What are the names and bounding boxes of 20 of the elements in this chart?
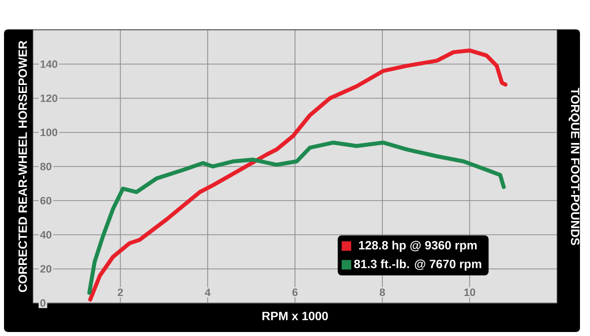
y-tick-label: 140	[40, 60, 58, 68]
x-tick-label: 6	[292, 288, 298, 296]
y-tick-label: 0	[40, 299, 46, 307]
y-tick-label: 80	[40, 162, 52, 170]
legend-label: 81.3 ft.-lb. @ 7670 rpm	[354, 259, 482, 271]
y-tick-label: 20	[40, 265, 52, 273]
x-tick-label: 4	[204, 288, 211, 296]
y-tick-label: 120	[40, 94, 58, 102]
y2-axis-title: TORQUE IN FOOT-POUNDS	[568, 88, 580, 246]
x-axis-title: RPM x 1000	[262, 312, 328, 320]
y-tick-label: 40	[40, 230, 52, 239]
y-tick-label: 60	[40, 196, 52, 204]
x-tick-label: 10	[464, 288, 476, 296]
x-tick-label: 2	[118, 288, 123, 296]
legend-label: 128.8 hp @ 9360 rpm	[359, 240, 477, 252]
x-tick-label: 8	[380, 288, 385, 296]
y-tick-label: 100	[40, 128, 58, 136]
line-series	[88, 48, 508, 302]
y-axis-title: CORRECTED REAR-WHEEL HORSEPOWER	[18, 40, 27, 292]
line-series	[87, 140, 506, 295]
